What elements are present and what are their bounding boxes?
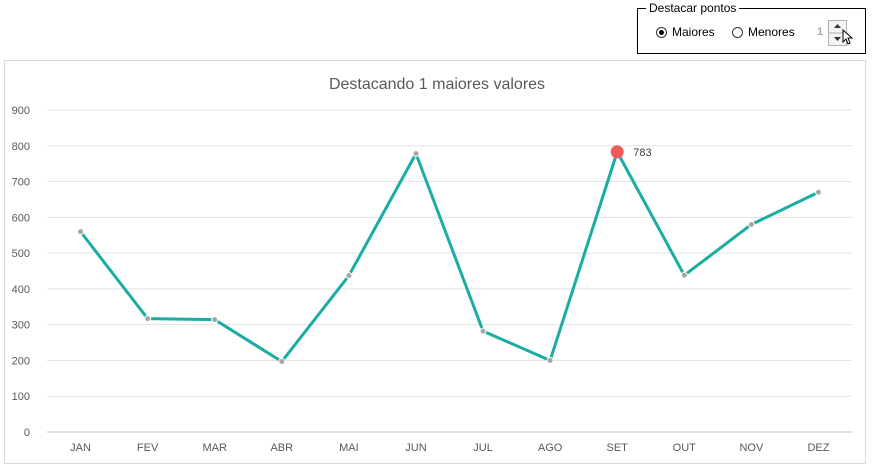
x-tick-label: OUT [673, 442, 697, 454]
group-label: Destacar pontos [646, 1, 740, 15]
y-tick-label: 400 [12, 284, 30, 296]
data-point [546, 356, 554, 364]
data-point [680, 271, 688, 279]
y-tick-label: 200 [12, 355, 30, 367]
data-point [144, 315, 152, 323]
y-tick-label: 600 [12, 212, 30, 224]
data-point [412, 150, 420, 158]
x-tick-label: NOV [739, 442, 764, 454]
x-tick-label: JAN [70, 442, 91, 454]
x-tick-label: AGO [538, 442, 563, 454]
radio-maiores-label[interactable]: Maiores [672, 25, 715, 39]
radio-menores-label[interactable]: Menores [748, 25, 795, 39]
series-line [79, 150, 820, 364]
highlight-point [610, 145, 624, 159]
x-tick-label: MAR [202, 442, 227, 454]
y-tick-label: 900 [12, 105, 30, 117]
x-tick-label: SET [607, 442, 629, 454]
spin-down-icon[interactable] [834, 37, 841, 41]
spin-value: 1 [817, 26, 824, 38]
spin-button[interactable] [828, 20, 858, 46]
data-point [479, 327, 487, 335]
y-tick-label: 800 [12, 141, 30, 153]
data-point [747, 220, 755, 228]
x-tick-label: DEZ [807, 442, 829, 454]
y-tick-label: 300 [12, 320, 30, 332]
spin-up-icon[interactable] [834, 24, 841, 28]
y-tick-label: 0 [24, 427, 30, 439]
highlight-data-label: 783 [633, 147, 651, 159]
data-point [278, 358, 286, 366]
y-tick-label: 700 [12, 177, 30, 189]
radio-maiores-circle[interactable] [656, 26, 667, 38]
x-tick-label: JUN [405, 442, 426, 454]
line-chart: Destacando 1 maiores valores 0 100 200 300 4… [12, 76, 852, 454]
radio-menores-circle[interactable] [732, 26, 743, 38]
data-point [814, 188, 822, 196]
x-tick-label: JUL [473, 442, 493, 454]
radio-menores[interactable]: Menores [732, 25, 795, 39]
highlight-points-group: Destacar pontos Maiores Menores 1 [637, 1, 866, 54]
x-tick-label: MAI [339, 442, 359, 454]
x-tick-label: FEV [137, 442, 159, 454]
data-point [211, 316, 219, 324]
chart-title: Destacando 1 maiores valores [329, 76, 545, 93]
data-point [345, 272, 353, 280]
y-tick-label: 100 [12, 391, 30, 403]
x-tick-label: ABR [270, 442, 293, 454]
chart-area: Destacando 1 maiores valores 0 100 200 300 4… [4, 60, 866, 464]
y-tick-label: 500 [12, 248, 30, 260]
data-point [77, 228, 85, 236]
cursor-icon [842, 28, 854, 45]
radio-maiores[interactable]: Maiores [656, 25, 715, 39]
